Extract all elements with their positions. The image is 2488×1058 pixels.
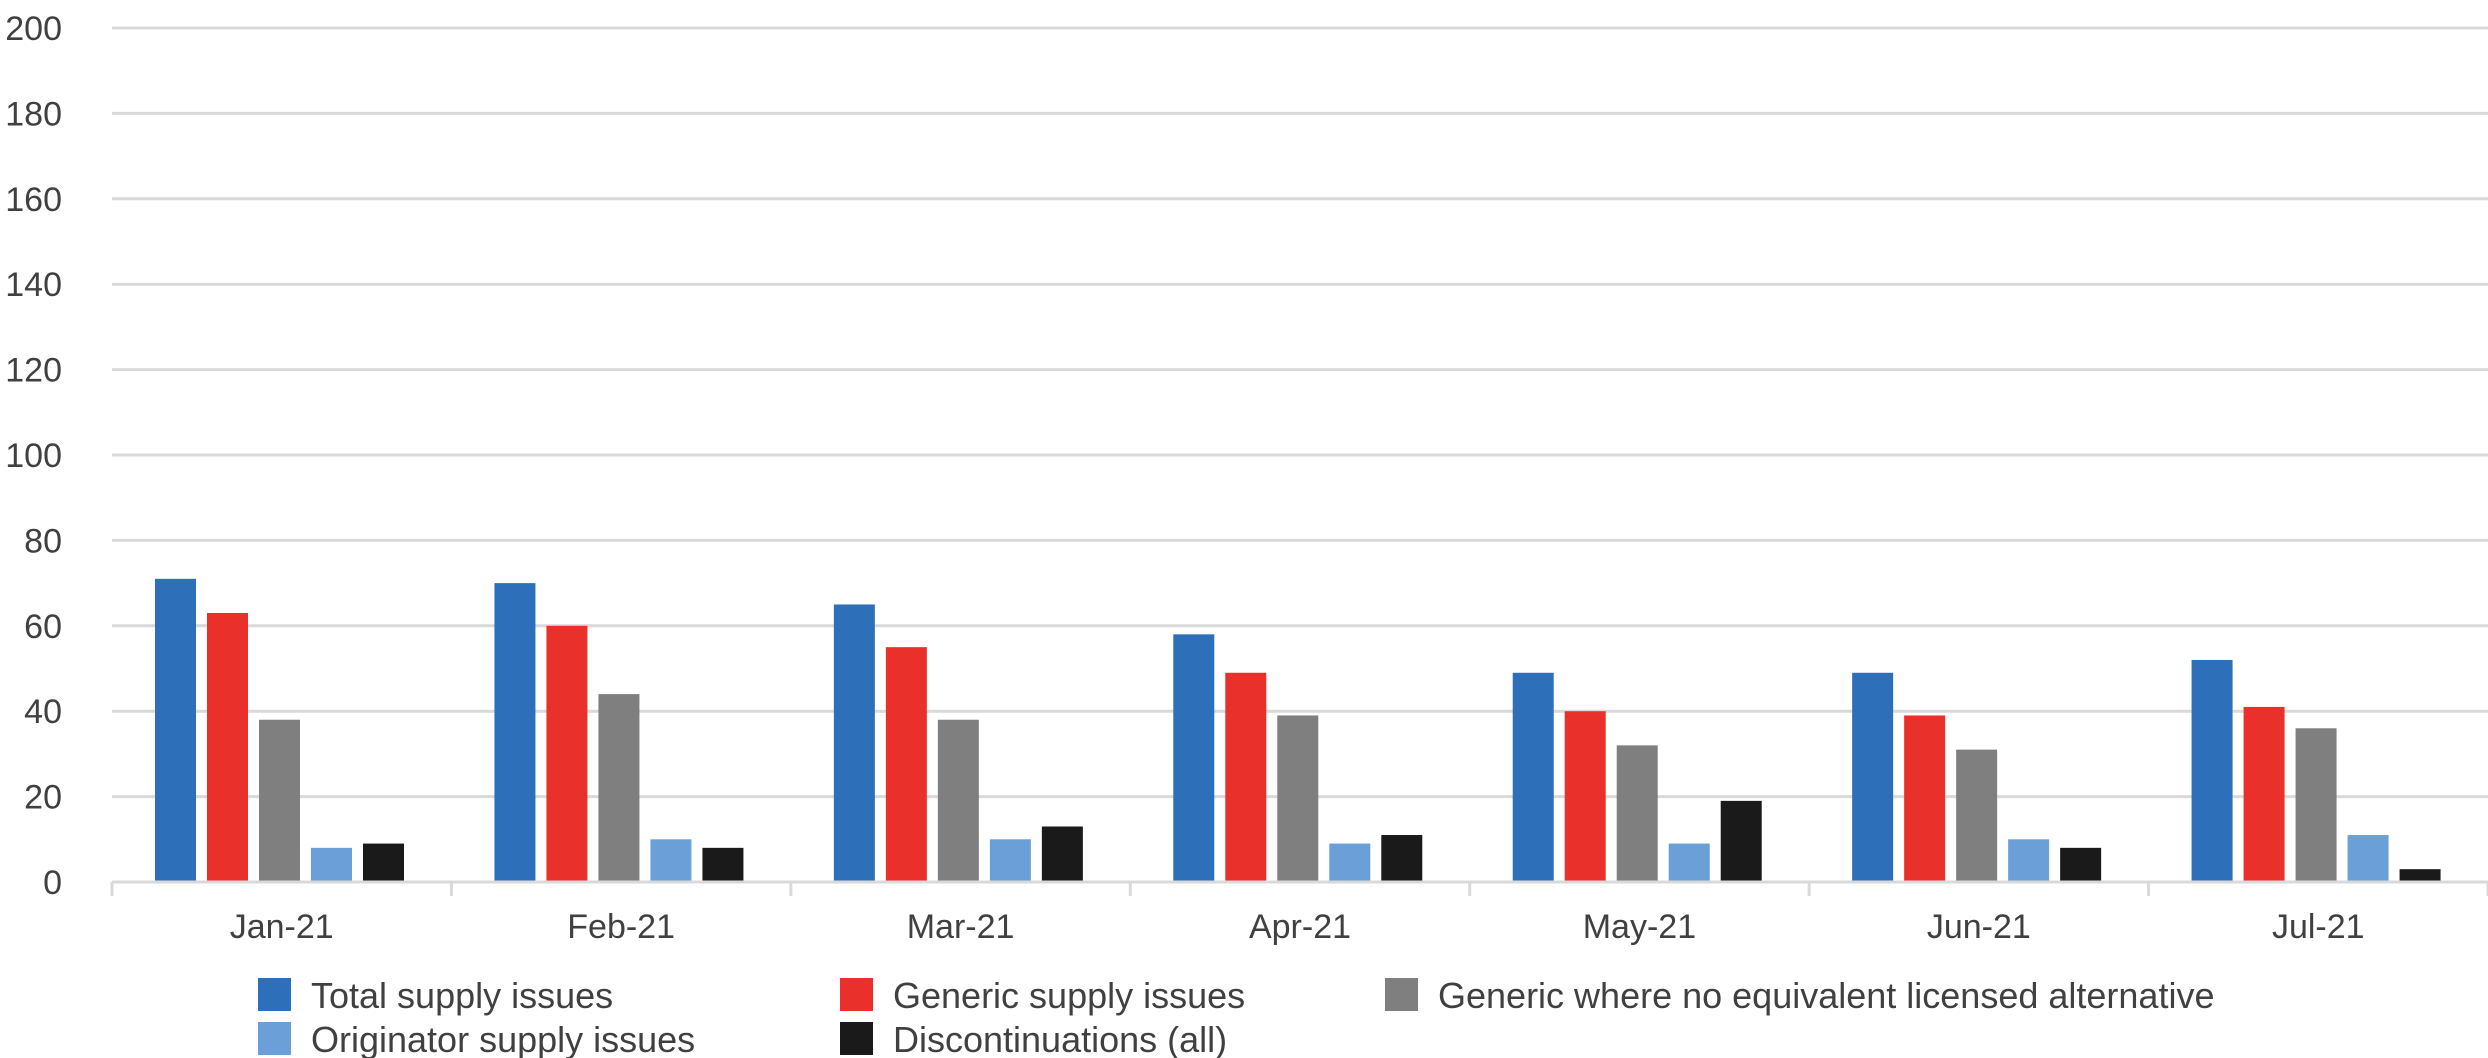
bar — [1904, 715, 1946, 882]
y-tick-label: 100 — [5, 437, 62, 475]
legend-swatch — [258, 978, 291, 1011]
gridlines — [112, 26, 2488, 799]
bar — [598, 694, 640, 882]
x-tick-label: Jun-21 — [1927, 908, 2031, 946]
bar — [2295, 728, 2337, 882]
bar — [1329, 843, 1371, 882]
bar — [1616, 745, 1658, 882]
bar — [937, 719, 979, 882]
x-tick-label: Apr-21 — [1249, 908, 1351, 946]
bar — [1041, 826, 1083, 882]
bar — [1720, 800, 1762, 882]
bar — [494, 583, 536, 882]
bar — [2243, 706, 2285, 882]
bar — [2008, 839, 2050, 882]
y-tick-label: 180 — [5, 95, 62, 133]
x-tick-label: Feb-21 — [567, 908, 675, 946]
legend-label: Discontinuations (all) — [893, 1019, 1227, 1058]
x-tick-label: May-21 — [1583, 908, 1696, 946]
bar — [1225, 672, 1267, 882]
bar — [2399, 869, 2441, 882]
x-tick-label: Mar-21 — [907, 908, 1015, 946]
bar — [1668, 843, 1710, 882]
bar — [833, 604, 875, 882]
bar — [207, 612, 248, 882]
bar — [363, 843, 404, 882]
x-axis: Jan-21 Feb-21 Mar-21 Apr-21 May-21 Jun-21 Jul-… — [110, 880, 2488, 946]
bar — [155, 578, 196, 882]
bar — [1277, 715, 1319, 882]
bar — [1512, 672, 1554, 882]
bar — [1852, 672, 1894, 882]
bars — [155, 578, 2441, 882]
y-tick-label: 80 — [24, 522, 62, 560]
bar — [1564, 711, 1606, 882]
legend-label: Originator supply issues — [311, 1019, 695, 1058]
bar — [259, 719, 300, 882]
bar — [885, 647, 927, 882]
y-tick-label: 20 — [24, 779, 62, 817]
bar — [311, 847, 352, 882]
legend: Total supply issues Generic supply issues… — [258, 975, 2214, 1058]
bar — [989, 839, 1031, 882]
legend-swatch — [258, 1022, 291, 1055]
y-tick-label: 200 — [5, 10, 62, 48]
bar — [1381, 835, 1423, 882]
bar — [546, 625, 588, 882]
bar — [2347, 835, 2389, 882]
y-tick-label: 60 — [24, 608, 62, 646]
y-tick-label: 40 — [24, 693, 62, 731]
y-tick-label: 140 — [5, 266, 62, 304]
bar — [1173, 634, 1215, 882]
bar — [2060, 847, 2102, 882]
legend-label: Generic supply issues — [893, 975, 1245, 1016]
y-tick-label: 0 — [43, 864, 62, 902]
legend-swatch — [1385, 978, 1418, 1011]
legend-label: Total supply issues — [311, 975, 613, 1016]
legend-label: Generic where no equivalent licensed alt… — [1438, 975, 2214, 1016]
x-tick-label: Jan-21 — [230, 908, 334, 946]
bar — [2191, 659, 2233, 882]
y-axis: 0 20 40 60 80 100 120 140 160 180 200 — [5, 10, 62, 902]
y-tick-label: 160 — [5, 181, 62, 219]
bar — [702, 847, 744, 882]
bar — [1956, 749, 1998, 882]
x-tick-label: Jul-21 — [2272, 908, 2365, 946]
y-tick-label: 120 — [5, 352, 62, 390]
legend-swatch — [840, 1022, 873, 1055]
legend-swatch — [840, 978, 873, 1011]
bar — [650, 839, 692, 882]
